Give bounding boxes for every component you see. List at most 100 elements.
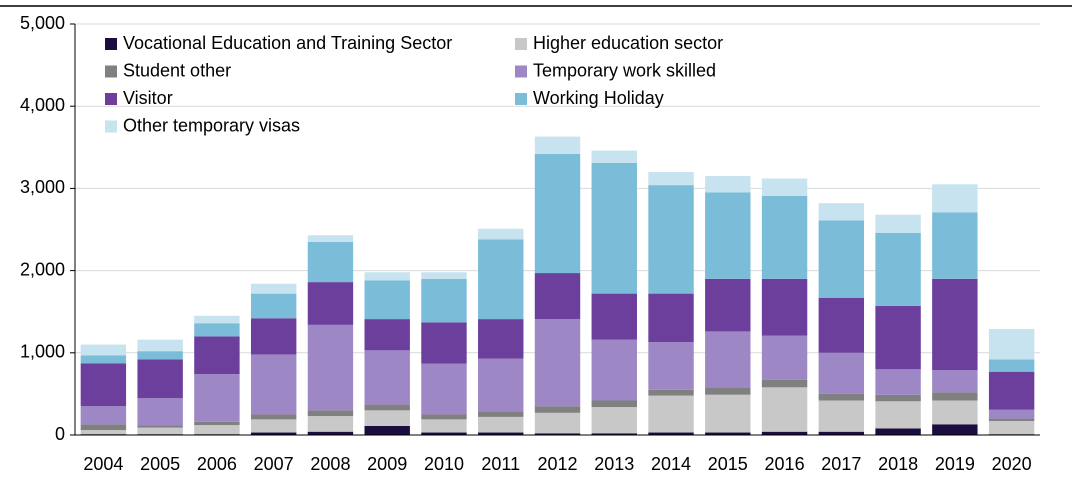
x-tick-label: 2013	[594, 454, 634, 474]
bar-segment	[478, 239, 524, 320]
legend-label: Student other	[123, 60, 231, 80]
bar-segment	[534, 412, 581, 434]
bar-segment	[761, 379, 808, 388]
bar-segment	[478, 416, 524, 433]
bar-segment	[534, 406, 581, 413]
bar-segment	[988, 371, 1035, 410]
x-tick-label: 2017	[821, 454, 861, 474]
bar-segment	[194, 323, 240, 337]
bar-segment	[648, 395, 694, 433]
bar-segment	[137, 351, 183, 360]
bar-segment	[364, 404, 410, 411]
bar-segment	[705, 387, 751, 395]
x-tick-label: 2015	[708, 454, 748, 474]
legend-swatch	[105, 93, 117, 105]
bar-segment	[761, 178, 808, 196]
bar-segment	[307, 431, 354, 435]
bar-segment	[875, 232, 921, 306]
bar-segment	[818, 393, 865, 401]
bar-segment	[761, 387, 808, 432]
bar-segment	[705, 192, 751, 279]
bar-segment	[988, 359, 1035, 372]
bar-segment	[534, 136, 581, 154]
bar-segment	[591, 400, 637, 408]
bar-segment	[875, 401, 921, 429]
bar-segment	[932, 400, 978, 425]
bar-segment	[421, 363, 467, 415]
bar-segment	[307, 282, 354, 325]
legend-label: Visitor	[123, 88, 173, 108]
bar-segment	[194, 425, 240, 435]
bar-segment	[648, 185, 694, 294]
bar-segment	[818, 352, 865, 394]
bar-segment	[818, 297, 865, 353]
x-tick-label: 2004	[83, 454, 123, 474]
bar-segment	[478, 228, 524, 240]
bar-segment	[932, 424, 978, 435]
bar-segment	[137, 425, 183, 428]
bar-segment	[250, 283, 297, 294]
bar-segment	[875, 428, 921, 435]
bar-segment	[250, 414, 297, 420]
bar-segment	[194, 336, 240, 375]
bar-segment	[194, 315, 240, 324]
y-tick-label: 1,000	[20, 342, 65, 362]
x-tick-label: 2005	[140, 454, 180, 474]
legend-swatch	[105, 65, 117, 78]
bar-segment	[364, 319, 410, 351]
bar-segment	[988, 409, 1035, 419]
bar-segment	[250, 432, 297, 435]
bar-segment	[534, 273, 581, 320]
bar-segment	[364, 350, 410, 405]
bar-segment	[421, 414, 467, 420]
bar-segment	[80, 363, 127, 407]
bar-segment	[705, 432, 751, 435]
bar-segment	[478, 319, 524, 359]
legend-label: Higher education sector	[533, 33, 723, 53]
bar-segment	[250, 293, 297, 319]
bar-segment	[591, 339, 637, 401]
x-tick-label: 2006	[197, 454, 237, 474]
legend-label: Working Holiday	[533, 88, 664, 108]
bar-segment	[591, 150, 637, 163]
x-tick-label: 2020	[992, 454, 1032, 474]
x-tick-label: 2018	[878, 454, 918, 474]
bar-segment	[988, 328, 1035, 360]
bar-segment	[80, 406, 127, 425]
bar-segment	[761, 431, 808, 435]
bar-segment	[80, 355, 127, 364]
x-tick-label: 2008	[310, 454, 350, 474]
bar-segment	[648, 171, 694, 186]
bar-segment	[818, 220, 865, 298]
bar-segment	[534, 153, 581, 274]
bar-segment	[307, 410, 354, 417]
bar-segment	[875, 394, 921, 402]
x-tick-label: 2009	[367, 454, 407, 474]
bar-segment	[875, 305, 921, 370]
bar-segment	[988, 418, 1035, 422]
bar-segment	[364, 280, 410, 320]
bar-segment	[705, 278, 751, 332]
x-tick-label: 2019	[935, 454, 975, 474]
bar-segment	[194, 374, 240, 422]
bar-segment	[534, 319, 581, 407]
legend-label: Temporary work skilled	[533, 60, 716, 80]
bar-segment	[421, 278, 467, 323]
bar-segment	[591, 162, 637, 294]
bar-segment	[932, 370, 978, 393]
bar-segment	[648, 432, 694, 435]
x-tick-label: 2007	[254, 454, 294, 474]
bar-segment	[421, 419, 467, 433]
bar-segment	[591, 293, 637, 340]
bar-segment	[478, 411, 524, 417]
legend-swatch	[515, 38, 527, 50]
x-tick-label: 2012	[537, 454, 577, 474]
bar-segment	[137, 427, 183, 435]
legend-label: Vocational Education and Training Sector	[123, 33, 452, 53]
bar-segment	[932, 392, 978, 401]
bar-segment	[932, 184, 978, 213]
bar-segment	[364, 272, 410, 281]
x-tick-label: 2014	[651, 454, 691, 474]
bar-segment	[80, 430, 127, 435]
y-tick-label: 5,000	[20, 13, 65, 33]
